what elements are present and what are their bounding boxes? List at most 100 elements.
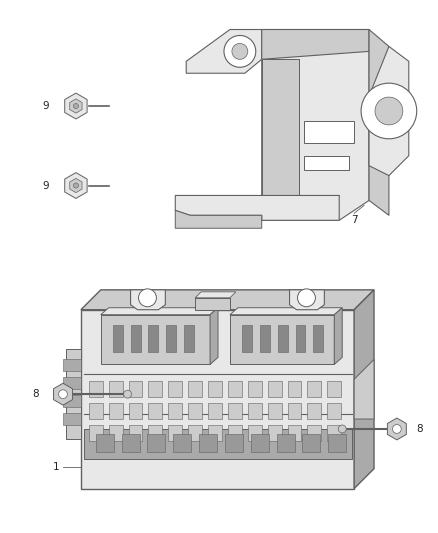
Polygon shape [53, 383, 72, 405]
Text: 9: 9 [42, 181, 49, 190]
Polygon shape [334, 308, 342, 365]
Polygon shape [70, 99, 82, 113]
Bar [63, 395, 81, 407]
Bar [208, 425, 222, 441]
Bar [288, 403, 301, 419]
Polygon shape [65, 93, 87, 119]
Bar [129, 425, 142, 441]
Bar [148, 425, 162, 441]
Bar [277, 434, 294, 452]
Bar [113, 325, 123, 352]
Bar [109, 403, 123, 419]
Bar [307, 403, 321, 419]
Bar [303, 434, 320, 452]
Polygon shape [210, 308, 218, 365]
Circle shape [232, 43, 248, 59]
Polygon shape [387, 418, 406, 440]
Polygon shape [186, 29, 262, 73]
Polygon shape [66, 350, 81, 439]
Bar [131, 325, 141, 352]
Bar [248, 425, 262, 441]
Bar [268, 425, 282, 441]
Bar [248, 381, 262, 397]
Circle shape [338, 425, 346, 433]
Circle shape [138, 289, 156, 307]
Polygon shape [101, 308, 218, 314]
Circle shape [73, 103, 78, 109]
Bar [89, 403, 103, 419]
Text: 7: 7 [351, 215, 358, 225]
Bar [109, 381, 123, 397]
Polygon shape [369, 29, 389, 215]
Circle shape [375, 97, 403, 125]
Bar [304, 156, 349, 169]
Bar [129, 403, 142, 419]
Polygon shape [195, 292, 236, 298]
Bar [327, 403, 341, 419]
Polygon shape [101, 314, 210, 365]
Bar [304, 121, 354, 143]
Polygon shape [369, 46, 409, 175]
Bar [278, 325, 288, 352]
Bar [148, 381, 162, 397]
Polygon shape [65, 173, 87, 198]
Bar [168, 425, 182, 441]
Circle shape [392, 425, 401, 433]
Circle shape [59, 390, 67, 399]
Bar [148, 403, 162, 419]
Bar [328, 434, 346, 452]
Bar [228, 403, 242, 419]
Bar [288, 381, 301, 397]
Bar [208, 381, 222, 397]
Circle shape [361, 83, 417, 139]
Polygon shape [262, 59, 300, 196]
Bar [268, 381, 282, 397]
Bar [63, 413, 81, 425]
Bar [327, 381, 341, 397]
Polygon shape [354, 359, 374, 419]
Polygon shape [84, 429, 352, 459]
Bar [260, 325, 270, 352]
Polygon shape [290, 290, 324, 310]
Polygon shape [195, 298, 230, 310]
Bar [184, 325, 194, 352]
Bar [173, 434, 191, 452]
Polygon shape [230, 314, 334, 365]
Bar [314, 325, 323, 352]
Bar [89, 381, 103, 397]
Bar [188, 381, 202, 397]
Bar [148, 434, 165, 452]
Bar [199, 434, 217, 452]
Polygon shape [81, 310, 354, 489]
Circle shape [224, 36, 256, 67]
Polygon shape [131, 290, 165, 310]
Bar [188, 403, 202, 419]
Bar [129, 381, 142, 397]
Polygon shape [262, 29, 369, 59]
Polygon shape [262, 29, 369, 220]
Bar [248, 403, 262, 419]
Bar [208, 403, 222, 419]
Circle shape [124, 390, 131, 398]
Bar [168, 381, 182, 397]
Text: 8: 8 [417, 424, 424, 434]
Polygon shape [70, 179, 82, 192]
Polygon shape [175, 196, 339, 220]
Bar [268, 403, 282, 419]
Polygon shape [354, 290, 374, 489]
Bar [63, 377, 81, 389]
Text: 1: 1 [53, 462, 59, 472]
Circle shape [73, 183, 78, 188]
Bar [296, 325, 305, 352]
Bar [307, 425, 321, 441]
Bar [148, 325, 159, 352]
Circle shape [297, 289, 315, 307]
Polygon shape [230, 308, 342, 314]
Text: 8: 8 [32, 389, 39, 399]
Bar [307, 381, 321, 397]
Polygon shape [175, 211, 262, 228]
Bar [188, 425, 202, 441]
Bar [166, 325, 176, 352]
Bar [327, 425, 341, 441]
Bar [225, 434, 243, 452]
